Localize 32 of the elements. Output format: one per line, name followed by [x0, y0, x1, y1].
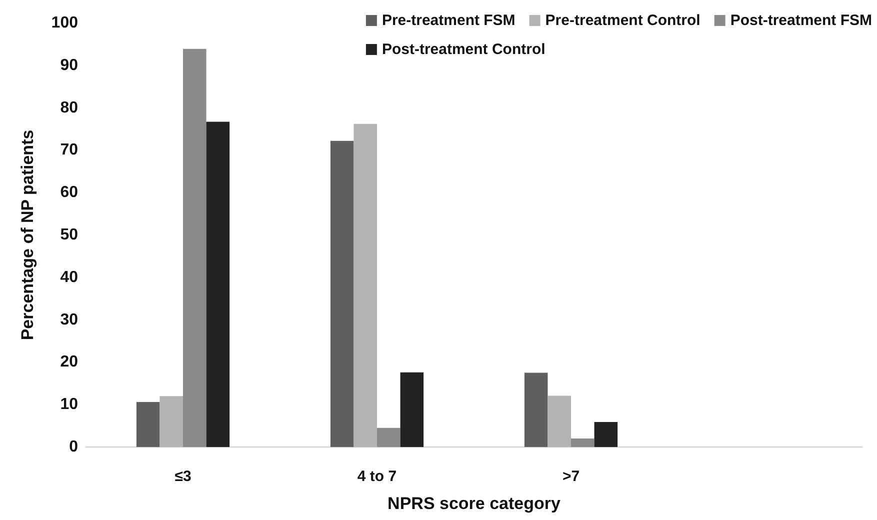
bar: [136, 402, 160, 447]
bar: [377, 428, 400, 447]
bar: [524, 372, 548, 447]
bar: [571, 438, 594, 447]
y-tick-label: 90: [60, 56, 78, 74]
bar: [160, 396, 183, 447]
y-tick-label: 10: [60, 396, 78, 414]
bar: [330, 140, 354, 447]
legend-label: Post-treatment Control: [382, 41, 546, 58]
bar: [400, 372, 424, 447]
y-tick-label: 0: [69, 438, 78, 456]
bar: [548, 396, 571, 447]
legend-label: Pre-treatment FSM: [382, 12, 516, 29]
y-tick-label: 20: [60, 354, 78, 371]
y-tick-label: 70: [60, 142, 78, 159]
legend-label: Post-treatment FSM: [730, 12, 872, 29]
y-tick-label: 50: [60, 226, 78, 244]
y-tick-label: 60: [60, 184, 78, 202]
y-tick-label: 40: [60, 268, 78, 286]
bar: [183, 48, 206, 447]
y-axis-title: Percentage of NP patients: [18, 130, 37, 340]
y-tick-label: 100: [51, 14, 78, 32]
bar: [594, 422, 618, 447]
y-tick-label: 80: [60, 99, 78, 116]
legend-label: Pre-treatment Control: [545, 12, 700, 29]
bar: [354, 124, 377, 447]
x-tick-label: ≤3: [174, 468, 192, 485]
bar: [206, 122, 230, 447]
x-tick-label: >7: [562, 468, 580, 485]
x-axis-title: NPRS score category: [388, 494, 561, 513]
y-tick-label: 30: [60, 311, 78, 328]
x-tick-label: 4 to 7: [357, 468, 397, 485]
